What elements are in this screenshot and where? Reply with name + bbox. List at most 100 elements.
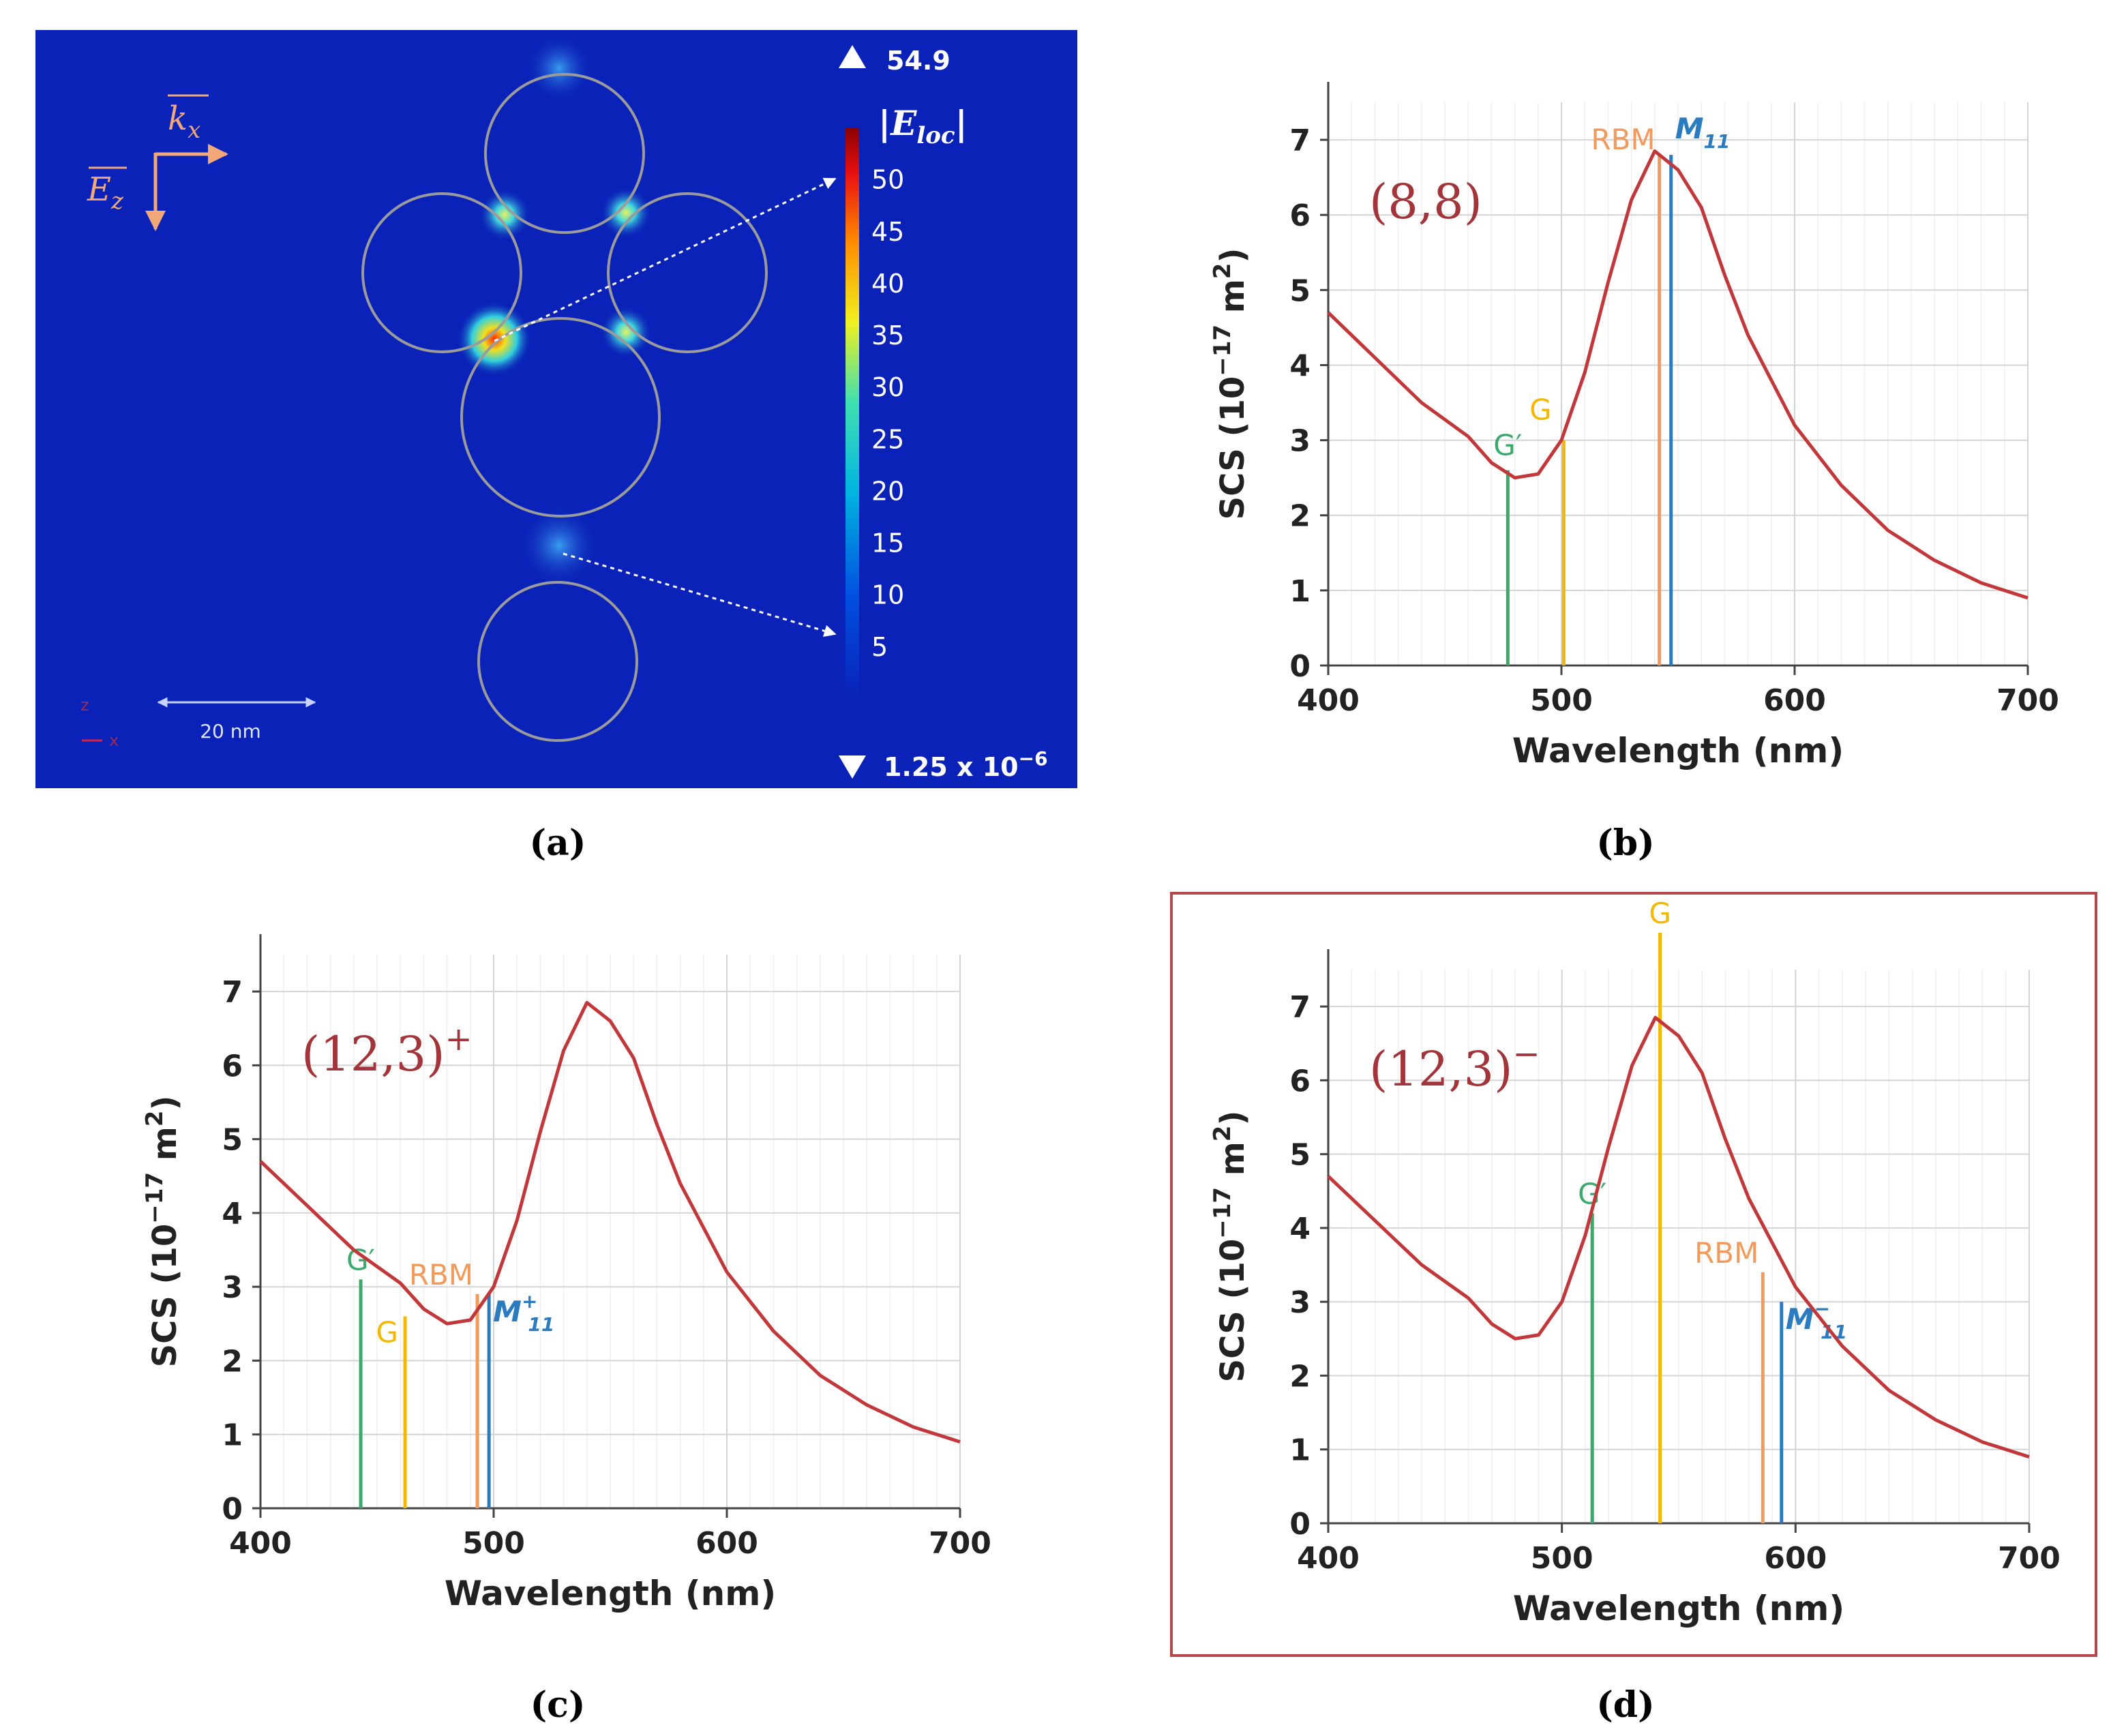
axis-tag-z: z (80, 695, 89, 715)
panel-label-c: (c) (530, 1684, 586, 1726)
y-tick-label: 0 (222, 1492, 243, 1527)
y-tick-label: 6 (1289, 198, 1311, 233)
y-tick-label: 7 (222, 975, 243, 1010)
colorbar-tick-label: 30 (871, 372, 904, 402)
mode-marker-label: G (1529, 393, 1552, 427)
y-tick-label: 1 (1289, 1433, 1311, 1468)
x-tick-label: 700 (1998, 1541, 2061, 1576)
scs-curve (1327, 149, 2028, 600)
panel-d-highlight-frame (1170, 892, 2097, 1657)
x-tick-label: 400 (1297, 683, 1360, 718)
x-axis-title: Wavelength (nm) (1512, 731, 1844, 770)
y-tick-label: 5 (1289, 1138, 1311, 1173)
y-axis-title: SCS (10−17 m2) (141, 1096, 184, 1368)
colorbar-tick-label: 25 (871, 424, 904, 454)
inset-label: (12,3)− (1369, 1035, 1540, 1097)
y-tick-label: 5 (222, 1123, 243, 1158)
y-tick-label: 4 (222, 1197, 243, 1231)
colorbar-tick-label: 50 (871, 165, 904, 195)
x-tick-label: 600 (1763, 683, 1826, 718)
y-tick-label: 3 (1289, 1285, 1311, 1320)
x-tick-label: 600 (695, 1526, 758, 1561)
scs-curve (259, 1000, 961, 1443)
mode-marker-label: G (1649, 897, 1671, 930)
mode-marker-label: RBM (1694, 1236, 1758, 1270)
nanotube-circle (361, 192, 522, 353)
colorbar-tick-label: 20 (871, 476, 904, 506)
x-tick-label: 400 (1297, 1541, 1360, 1576)
y-tick-label: 7 (1289, 990, 1311, 1025)
y-tick-label: 4 (1289, 348, 1311, 383)
y-tick-label: 3 (222, 1270, 243, 1305)
scs-curve (1327, 1015, 2030, 1458)
x-tick-label: 700 (1996, 683, 2059, 718)
mode-marker-label: M− 11 (1786, 1298, 1847, 1343)
y-tick-label: 2 (1289, 1359, 1311, 1394)
y-tick-label: 6 (1289, 1064, 1311, 1098)
x-tick-label: 500 (462, 1526, 525, 1561)
x-tick-label: 500 (1531, 1541, 1593, 1576)
x-tick-label: 700 (929, 1526, 991, 1561)
colorbar-max-triangle (839, 45, 866, 68)
mode-marker-label: M11 (1675, 112, 1731, 153)
x-axis-title: Wavelength (nm) (1513, 1589, 1844, 1628)
colorbar-ticks: 50 45 40 35 30 25 20 15 10 5 (871, 165, 904, 662)
mode-marker-label: G′ (1493, 429, 1522, 462)
x-tick-label: 400 (229, 1526, 292, 1561)
callout-arrow (563, 552, 837, 638)
k-label: kx (168, 100, 200, 144)
mode-marker-label: RBM (1591, 123, 1655, 156)
y-tick-label: 2 (1289, 499, 1311, 534)
colorbar-tick-label: 15 (871, 528, 904, 558)
hotspot-glow (525, 34, 593, 102)
mode-marker-label: RBM (409, 1258, 473, 1291)
colorbar-min-triangle (839, 755, 866, 779)
scs-chart-12-3-plus: 0 1 2 3 4 5 6 7 400 500 600 700 Wavelength (nm) SCS (… (141, 934, 991, 1613)
panel-label-a: (a) (530, 822, 586, 864)
colorbar-tick-label: 10 (871, 580, 904, 610)
mode-marker-label: M+ 11 (493, 1290, 554, 1336)
nanotube-circle (607, 192, 768, 353)
hotspot-glow (479, 189, 530, 241)
scale-bar-label: 20 nm (200, 720, 261, 743)
hotspot-glow (518, 505, 600, 586)
inset-label: (8,8) (1369, 174, 1482, 230)
y-tick-label: 6 (222, 1049, 243, 1083)
colorbar-tick-label: 35 (871, 320, 904, 350)
colorbar-tick-label: 40 (871, 269, 904, 299)
colorbar-tick-label: 5 (871, 632, 888, 662)
hotspot-glow (600, 306, 652, 358)
y-tick-label: 7 (1289, 123, 1311, 158)
mode-marker-label: G (376, 1316, 398, 1349)
nanotube-circle (484, 73, 645, 234)
y-tick-label: 5 (1289, 273, 1311, 308)
scs-chart-12-3-minus: 0 1 2 3 4 5 6 7 400 500 600 700 Wavelength (nm) SCS (… (1209, 897, 2061, 1628)
y-axis-title: SCS (10−17 m2) (1209, 1111, 1252, 1383)
hotspot-glow (457, 301, 532, 376)
hotspot-glow (600, 187, 652, 239)
scs-chart-8-8: 0 1 2 3 4 5 6 7 400 500 600 700 Wavelength (nm) SCS (… (1209, 82, 2059, 770)
y-tick-label: 1 (222, 1418, 243, 1453)
nanotube-circle (477, 581, 638, 742)
y-tick-label: 3 (1289, 424, 1311, 459)
callout-arrow (494, 177, 837, 342)
e-label: Ez (87, 170, 124, 215)
colorbar-quantity-label: |Eloc| (878, 103, 968, 149)
y-tick-label: 4 (1289, 1212, 1311, 1246)
x-tick-label: 600 (1764, 1541, 1827, 1576)
y-tick-label: 0 (1289, 1507, 1311, 1542)
y-tick-label: 2 (222, 1344, 243, 1379)
colorbar (845, 128, 859, 698)
axis-tag-x: x (109, 731, 119, 750)
field-map-panel: kx Ez 20 nm z x 54.9 1.25 x 10−6 |Eloc| … (35, 30, 1077, 788)
x-tick-label: 500 (1530, 683, 1593, 718)
inset-label: (12,3)+ (301, 1020, 473, 1082)
y-axis-title: SCS (10−17 m2) (1209, 248, 1252, 520)
panel-label-b: (b) (1596, 822, 1655, 864)
colorbar-tick-label: 45 (871, 217, 904, 247)
colorbar-max-label: 54.9 (886, 46, 950, 76)
y-tick-label: 1 (1289, 574, 1311, 609)
panel-label-d: (d) (1596, 1684, 1655, 1726)
nanotube-circle (460, 317, 661, 518)
